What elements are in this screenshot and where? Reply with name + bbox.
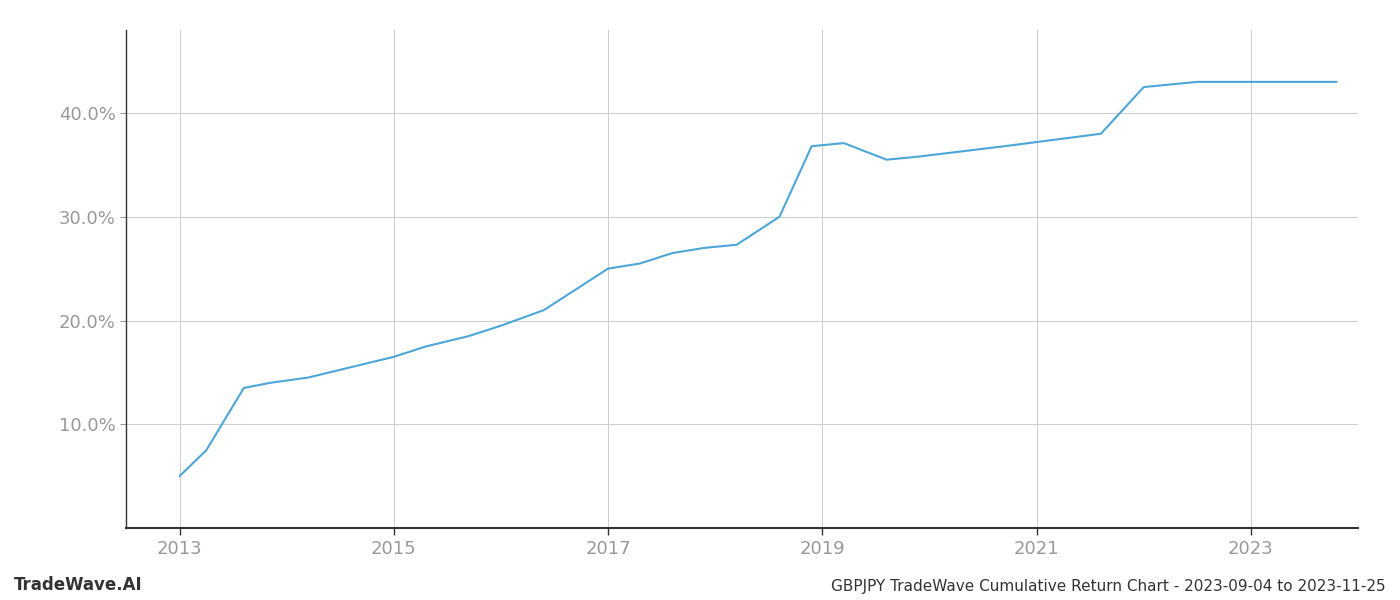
Text: GBPJPY TradeWave Cumulative Return Chart - 2023-09-04 to 2023-11-25: GBPJPY TradeWave Cumulative Return Chart…: [832, 579, 1386, 594]
Text: TradeWave.AI: TradeWave.AI: [14, 576, 143, 594]
